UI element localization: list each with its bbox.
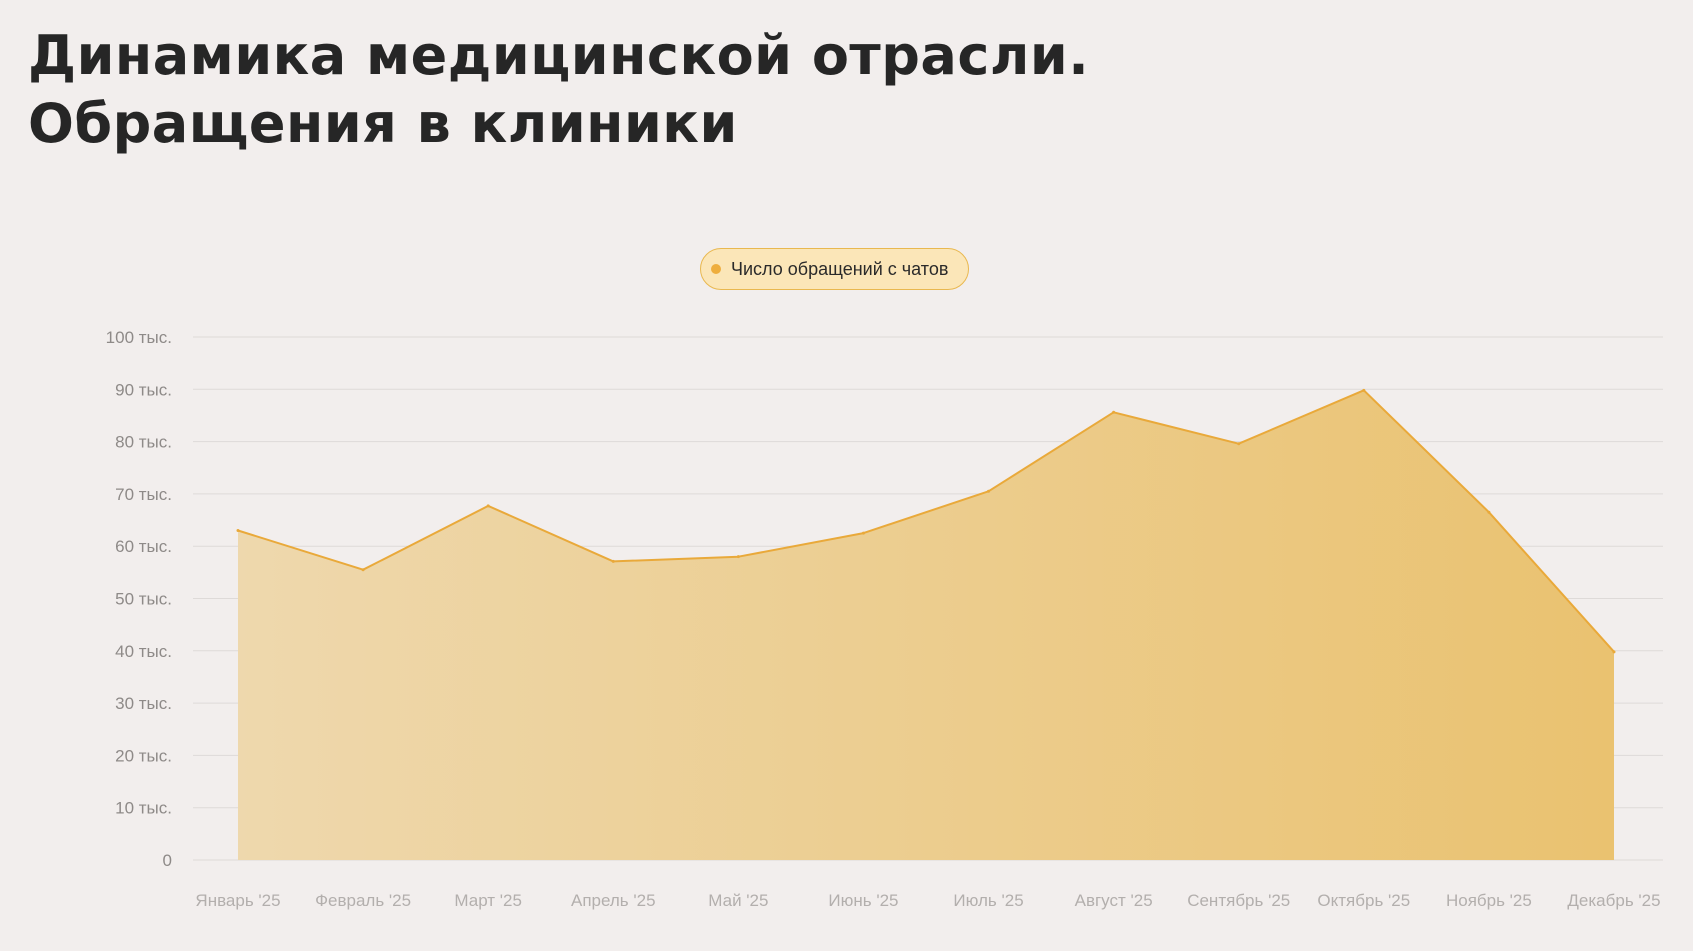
x-tick-label: Июнь '25 — [828, 891, 898, 910]
x-tick-label: Сентябрь '25 — [1187, 891, 1290, 910]
x-tick-label: Ноябрь '25 — [1446, 891, 1532, 910]
legend-item[interactable]: Число обращений с чатов — [700, 248, 970, 290]
y-tick-label: 70 тыс. — [115, 485, 172, 504]
x-axis: Январь '25 Февраль '25 Март '25 Апрель '25 М… — [195, 891, 1660, 910]
data-point[interactable] — [1237, 442, 1241, 446]
y-tick-label: 80 тыс. — [115, 433, 172, 452]
legend-label: Число обращений с чатов — [731, 258, 949, 279]
y-tick-label: 60 тыс. — [115, 537, 172, 556]
y-tick-label: 100 тыс. — [106, 328, 172, 347]
y-tick-label: 50 тыс. — [115, 590, 172, 609]
x-tick-label: Август '25 — [1075, 891, 1153, 910]
data-point[interactable] — [1612, 650, 1616, 654]
page-title: Динамика медицинской отрасли. Обращения … — [28, 22, 1089, 158]
data-point[interactable] — [1362, 388, 1366, 392]
y-tick-label: 20 тыс. — [115, 746, 172, 765]
data-point[interactable] — [987, 489, 991, 493]
data-point[interactable] — [361, 568, 365, 572]
y-axis: 0 10 тыс. 20 тыс. 30 тыс. 40 тыс. 50 тыс. 60 т… — [106, 328, 172, 870]
data-point[interactable] — [1487, 510, 1491, 514]
y-tick-label: 0 — [163, 851, 172, 870]
x-tick-label: Февраль '25 — [315, 891, 411, 910]
data-point[interactable] — [236, 529, 240, 533]
series-area — [236, 388, 1616, 860]
data-point[interactable] — [736, 555, 740, 559]
x-tick-label: Июль '25 — [953, 891, 1023, 910]
x-tick-label: Январь '25 — [195, 891, 280, 910]
x-tick-label: Май '25 — [708, 891, 768, 910]
x-tick-label: Апрель '25 — [571, 891, 656, 910]
title-line-1: Динамика медицинской отрасли. — [28, 24, 1090, 87]
series-line — [237, 389, 1615, 653]
legend-dot-icon — [711, 264, 721, 274]
y-tick-label: 40 тыс. — [115, 642, 172, 661]
x-tick-label: Декабрь '25 — [1567, 891, 1660, 910]
y-tick-label: 30 тыс. — [115, 694, 172, 713]
data-point[interactable] — [611, 559, 615, 563]
y-tick-label: 10 тыс. — [115, 799, 172, 818]
series-area-fill — [238, 390, 1614, 860]
data-point[interactable] — [861, 531, 865, 535]
x-tick-label: Октябрь '25 — [1317, 891, 1410, 910]
data-point[interactable] — [1112, 410, 1116, 414]
y-tick-label: 90 тыс. — [115, 380, 172, 399]
title-line-2: Обращения в клиники — [28, 92, 738, 155]
data-point[interactable] — [486, 504, 490, 508]
x-tick-label: Март '25 — [454, 891, 522, 910]
